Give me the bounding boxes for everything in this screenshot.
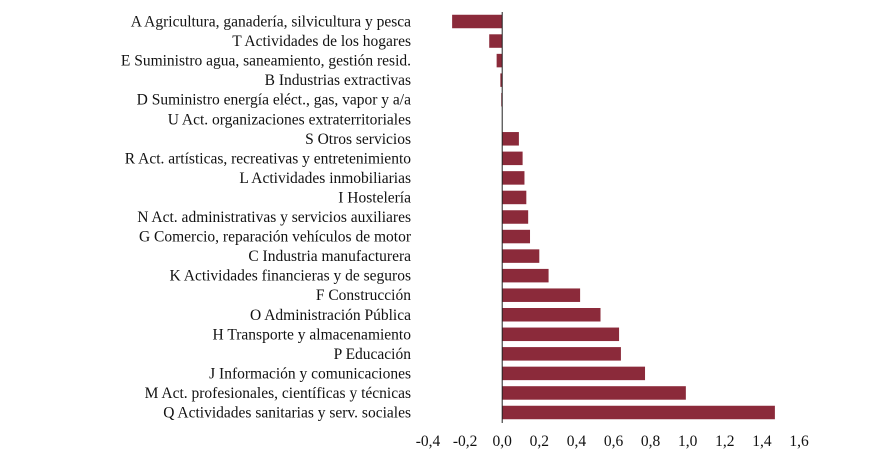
bar	[502, 190, 527, 205]
category-label: H Transporte y almacenamiento	[213, 326, 412, 343]
category-label: L Actividades inmobiliarias	[239, 170, 411, 187]
x-tick-label: 0,6	[604, 433, 624, 450]
x-tick-label: -0,2	[453, 433, 478, 450]
bar	[502, 308, 601, 322]
x-tick-label: 1,4	[752, 433, 772, 450]
bar	[502, 171, 525, 185]
category-label: N Act. administrativas y servicios auxil…	[137, 209, 411, 226]
category-labels-layer: A Agricultura, ganadería, silvicultura y…	[121, 14, 412, 422]
bar	[502, 347, 621, 361]
category-label: M Act. profesionales, científicas y técn…	[145, 385, 411, 402]
bar	[502, 288, 581, 302]
category-label: D Suministro energía eléct., gas, vapor …	[137, 92, 411, 109]
x-tick-label: 1,6	[789, 433, 809, 450]
category-label: U Act. organizaciones extraterritoriales	[168, 111, 411, 128]
category-label: S Otros servicios	[305, 131, 411, 148]
bar	[452, 14, 503, 29]
category-label: A Agricultura, ganadería, silvicultura y…	[131, 14, 411, 31]
category-label: J Información y comunicaciones	[209, 365, 411, 382]
category-label: G Comercio, reparación vehículos de moto…	[139, 229, 412, 246]
bar	[502, 229, 531, 244]
bar	[502, 366, 646, 381]
category-label: K Actividades financieras y de seguros	[170, 268, 411, 285]
bar	[500, 73, 503, 87]
category-label: R Act. artísticas, recreativas y entrete…	[125, 150, 411, 167]
category-label: Q Actividades sanitarias y serv. sociale…	[163, 405, 411, 422]
x-tick-label: -0,4	[416, 433, 441, 450]
category-label: P Educación	[334, 346, 412, 363]
bar	[489, 34, 503, 48]
tick-labels-layer: -0,4 -0,2 0,0 0,2 0,4 0,6 0,8 1,0 1,2 1,4 1,6	[416, 433, 809, 450]
category-label: E Suministro agua, saneamiento, gestión …	[121, 53, 411, 70]
bar	[502, 268, 549, 283]
x-tick-label: 0,8	[641, 433, 661, 450]
category-label: T Actividades de los hogares	[232, 33, 411, 50]
bar	[496, 53, 503, 68]
category-label: C Industria manufacturera	[248, 248, 411, 265]
x-tick-label: 0,2	[530, 433, 549, 450]
x-tick-label: 0,4	[567, 433, 587, 450]
category-label: O Administración Pública	[250, 307, 411, 324]
bar	[502, 405, 775, 420]
bar	[502, 249, 540, 263]
x-tick-label: 0,0	[493, 433, 513, 450]
category-label: B Industrias extractivas	[265, 72, 411, 89]
bar	[502, 327, 620, 342]
bar	[502, 386, 686, 400]
bar	[502, 210, 529, 224]
bar	[502, 151, 523, 166]
bar	[502, 132, 519, 146]
x-tick-label: 1,0	[678, 433, 698, 450]
category-label: F Construcción	[316, 287, 411, 304]
category-label: I Hostelería	[338, 189, 411, 206]
x-tick-label: 1,2	[715, 433, 734, 450]
bars-layer	[452, 14, 775, 420]
